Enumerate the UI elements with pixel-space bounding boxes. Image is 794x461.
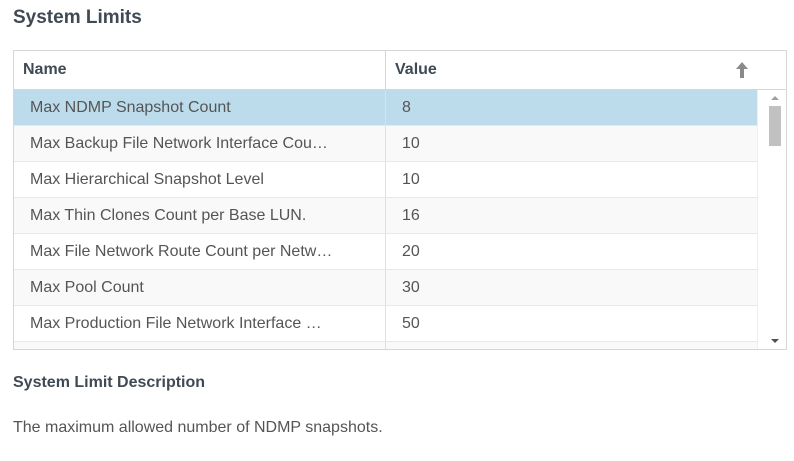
table-row[interactable]: Max NDMP Snapshot Count 8 <box>14 90 757 126</box>
table-row[interactable]: Max Production File Network Interface … 5… <box>14 306 757 342</box>
cell-value: 10 <box>402 135 420 152</box>
cell-name: Max Production File Network Interface … <box>14 306 386 341</box>
column-header-name[interactable]: Name <box>14 51 386 89</box>
table-row[interactable]: Max File Network Route Count per Netw… 20 <box>14 234 757 270</box>
page-title: System Limits <box>13 7 142 28</box>
arrow-up-icon[interactable] <box>734 61 750 79</box>
table-header: Name Value <box>14 51 786 90</box>
cell-value: 16 <box>402 207 420 224</box>
cell-value: 30 <box>402 279 420 296</box>
table-row[interactable] <box>14 342 757 349</box>
cell-value: 10 <box>402 171 420 188</box>
cell-name: Max File Network Route Count per Netw… <box>14 234 386 269</box>
cell-name: Max Hierarchical Snapshot Level <box>14 162 386 197</box>
vertical-scrollbar[interactable] <box>757 90 786 349</box>
cell-name: Max Thin Clones Count per Base LUN. <box>14 198 386 233</box>
cell-value: 50 <box>402 315 420 332</box>
cell-value <box>386 342 757 349</box>
cell-value: 8 <box>402 99 411 116</box>
column-header-value[interactable]: Value <box>386 51 786 89</box>
scrollbar-thumb[interactable] <box>769 106 781 146</box>
table-row[interactable]: Max Thin Clones Count per Base LUN. 16 <box>14 198 757 234</box>
scroll-up-icon[interactable] <box>771 96 779 100</box>
cell-value: 20 <box>402 243 420 260</box>
table-row[interactable]: Max Pool Count 30 <box>14 270 757 306</box>
scroll-down-icon[interactable] <box>771 339 779 343</box>
table-body: Max NDMP Snapshot Count 8 Max Backup File … <box>14 90 757 349</box>
table-row[interactable]: Max Backup File Network Interface Cou… 10 <box>14 126 757 162</box>
cell-name: Max NDMP Snapshot Count <box>14 90 386 125</box>
cell-name: Max Backup File Network Interface Cou… <box>14 126 386 161</box>
cell-name <box>14 342 386 349</box>
description-text: The maximum allowed number of NDMP snaps… <box>13 419 383 436</box>
table-row[interactable]: Max Hierarchical Snapshot Level 10 <box>14 162 757 198</box>
system-limits-table: Name Value Max NDMP Snapshot Count 8 Max B… <box>13 50 787 350</box>
column-header-value-label: Value <box>395 61 437 78</box>
description-heading: System Limit Description <box>13 374 206 391</box>
cell-name: Max Pool Count <box>14 270 386 305</box>
